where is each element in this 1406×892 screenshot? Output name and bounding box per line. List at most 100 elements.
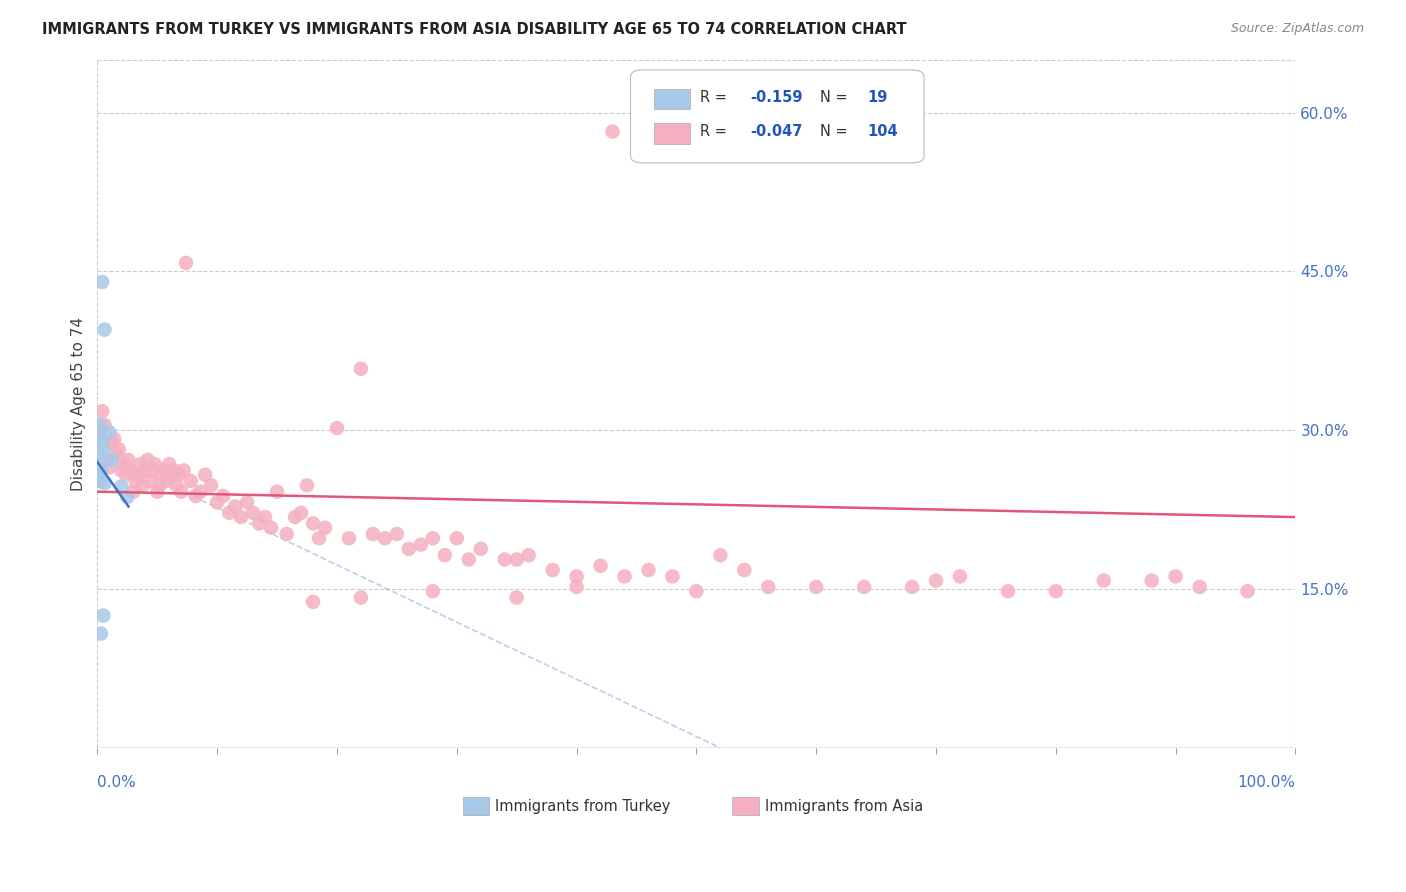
Point	[1164, 569, 1187, 583]
Point	[326, 421, 349, 435]
Point	[103, 432, 125, 446]
Point	[505, 591, 527, 605]
Point	[184, 489, 207, 503]
Point	[89, 474, 111, 488]
Point	[160, 467, 183, 482]
Point	[398, 541, 420, 556]
Point	[236, 495, 259, 509]
Point	[122, 484, 145, 499]
Point	[361, 527, 384, 541]
Point	[901, 580, 924, 594]
Point	[997, 584, 1019, 599]
Point	[156, 474, 179, 488]
Point	[90, 434, 112, 448]
Point	[806, 580, 828, 594]
Point	[93, 417, 115, 432]
Point	[194, 467, 217, 482]
Point	[1188, 580, 1211, 594]
Point	[218, 506, 240, 520]
Point	[709, 548, 731, 562]
Point	[314, 521, 336, 535]
Text: 19: 19	[868, 90, 889, 105]
Point	[200, 478, 222, 492]
Point	[108, 442, 131, 457]
Point	[212, 489, 235, 503]
Point	[120, 463, 142, 477]
Point	[190, 484, 212, 499]
Point	[494, 552, 516, 566]
Point	[517, 548, 540, 562]
Point	[143, 457, 166, 471]
Text: IMMIGRANTS FROM TURKEY VS IMMIGRANTS FROM ASIA DISABILITY AGE 65 TO 74 CORRELATI: IMMIGRANTS FROM TURKEY VS IMMIGRANTS FRO…	[42, 22, 907, 37]
Text: N =: N =	[820, 90, 852, 105]
Point	[266, 484, 288, 499]
Text: Source: ZipAtlas.com: Source: ZipAtlas.com	[1230, 22, 1364, 36]
Point	[374, 531, 396, 545]
Bar	[463, 797, 489, 814]
Point	[1236, 584, 1258, 599]
Point	[589, 558, 612, 573]
Point	[1092, 574, 1115, 588]
Point	[89, 428, 111, 442]
Point	[129, 457, 152, 471]
Point	[350, 591, 373, 605]
Point	[110, 463, 132, 477]
Text: 104: 104	[868, 124, 898, 139]
Point	[661, 569, 683, 583]
Text: -0.159: -0.159	[751, 90, 803, 105]
Text: R =: R =	[700, 124, 731, 139]
Point	[541, 563, 564, 577]
Point	[276, 527, 298, 541]
Point	[125, 474, 148, 488]
Point	[174, 256, 197, 270]
Point	[295, 478, 318, 492]
Point	[110, 479, 132, 493]
Point	[224, 500, 246, 514]
Point	[337, 531, 360, 545]
Point	[350, 361, 373, 376]
Point	[89, 467, 111, 482]
Point	[134, 463, 156, 477]
Point	[117, 453, 139, 467]
Point	[925, 574, 948, 588]
Point	[613, 569, 636, 583]
Point	[91, 404, 114, 418]
Point	[180, 474, 202, 488]
Point	[685, 584, 707, 599]
Point	[136, 453, 159, 467]
Point	[290, 506, 312, 520]
Point	[87, 471, 110, 485]
Point	[302, 595, 325, 609]
Point	[117, 490, 139, 504]
Point	[170, 484, 193, 499]
Text: N =: N =	[820, 124, 852, 139]
Point	[93, 608, 115, 623]
Point	[105, 446, 128, 460]
Point	[205, 495, 228, 509]
Point	[93, 476, 115, 491]
Point	[100, 453, 122, 467]
Point	[254, 510, 277, 524]
Point	[149, 478, 172, 492]
Point	[602, 125, 624, 139]
Point	[284, 510, 307, 524]
Point	[422, 531, 444, 545]
Bar	[733, 797, 759, 814]
Point	[385, 527, 408, 541]
Point	[229, 510, 252, 524]
Point	[173, 463, 195, 477]
Point	[949, 569, 972, 583]
Point	[165, 478, 187, 492]
Point	[565, 580, 588, 594]
Point	[1140, 574, 1163, 588]
FancyBboxPatch shape	[630, 70, 924, 163]
Text: -0.047: -0.047	[751, 124, 803, 139]
Point	[115, 467, 138, 482]
Point	[470, 541, 492, 556]
Bar	[654, 88, 690, 109]
Point	[637, 563, 659, 577]
Point	[96, 453, 118, 467]
Text: Immigrants from Asia: Immigrants from Asia	[765, 799, 922, 814]
Point	[150, 467, 173, 482]
Point	[141, 463, 163, 477]
